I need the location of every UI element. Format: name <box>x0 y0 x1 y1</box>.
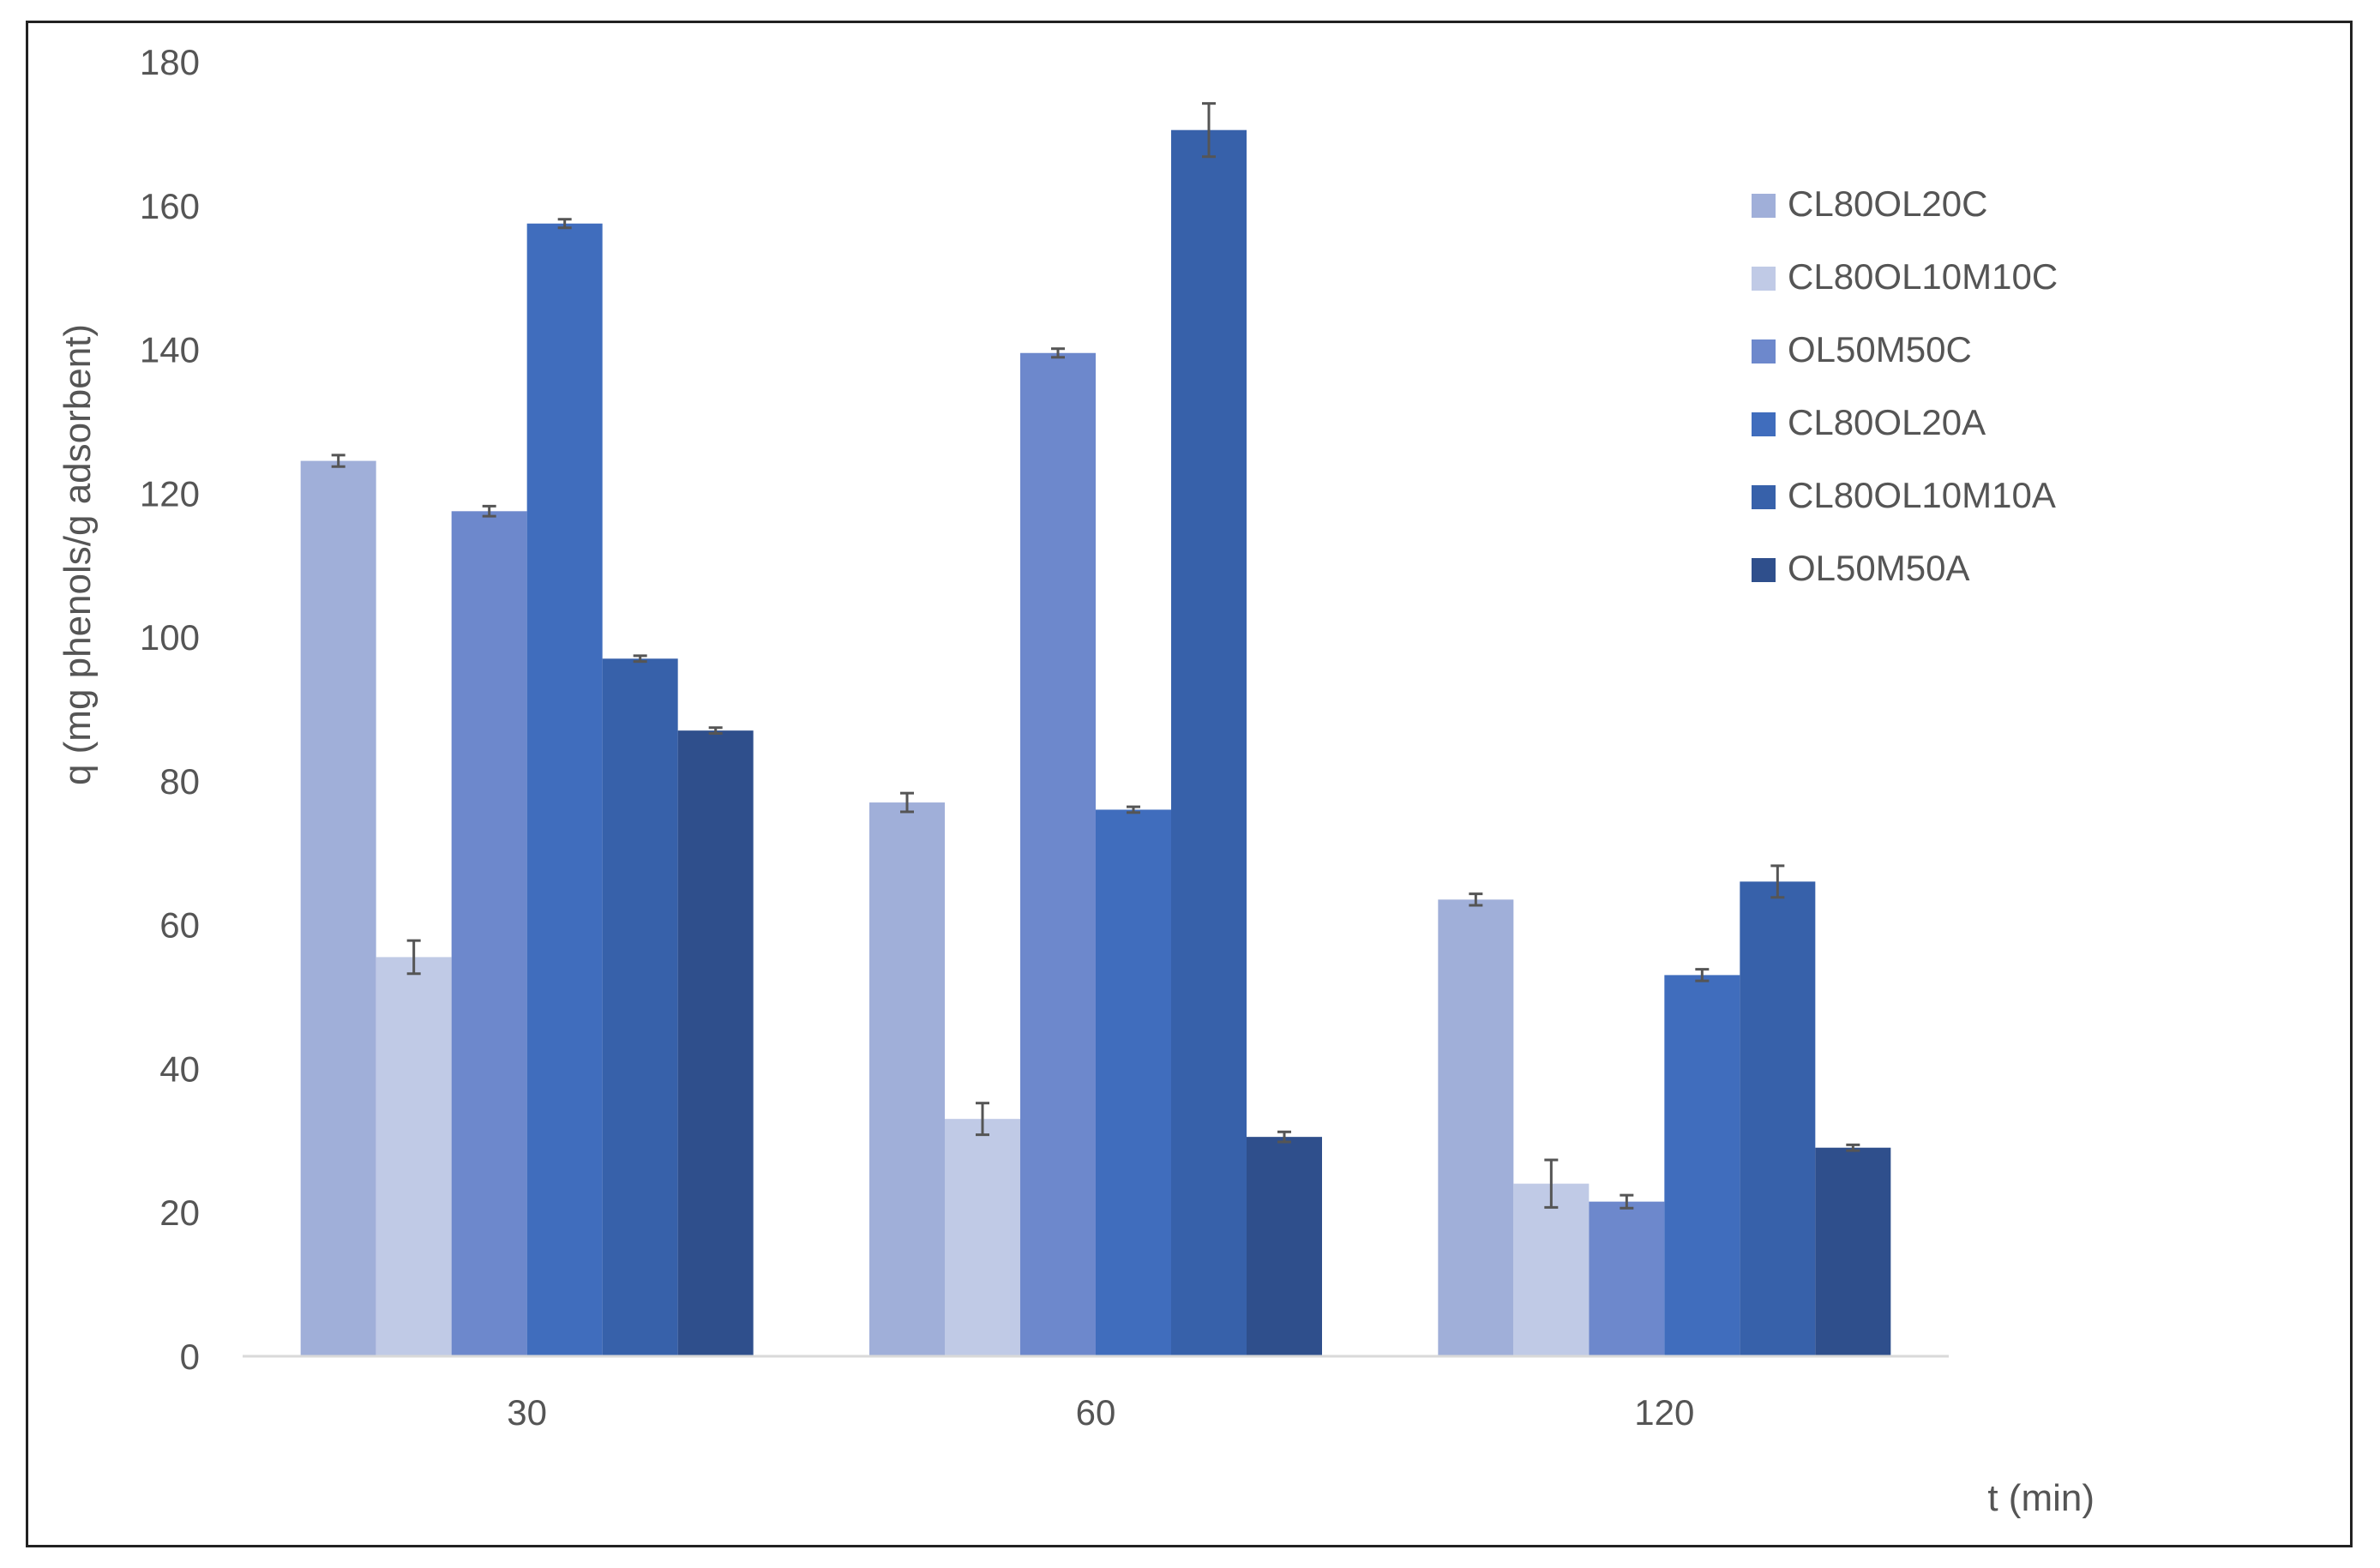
bar <box>1096 809 1171 1356</box>
y-tick-label: 160 <box>140 186 200 226</box>
y-tick-label: 140 <box>140 330 200 370</box>
legend-label: CL80OL20C <box>1788 183 1987 224</box>
bar <box>1664 975 1740 1356</box>
y-tick-label: 80 <box>159 761 200 802</box>
x-tick-label: 120 <box>1634 1392 1694 1433</box>
x-tick-label: 60 <box>1076 1392 1116 1433</box>
legend-swatch <box>1752 558 1776 582</box>
y-tick-label: 60 <box>159 905 200 946</box>
legend-swatch <box>1752 194 1776 218</box>
y-tick-label: 120 <box>140 473 200 514</box>
y-tick-label: 100 <box>140 617 200 658</box>
y-axis-label: q (mg phenols/g adsorbent) <box>57 324 99 785</box>
bar <box>1020 352 1096 1356</box>
bar <box>1247 1137 1322 1356</box>
legend-swatch <box>1752 267 1776 291</box>
bar <box>1171 129 1247 1356</box>
legend-swatch <box>1752 412 1776 436</box>
legend: CL80OL20C CL80OL10M10C OL50M50C CL80OL20A CL… <box>1752 183 2058 588</box>
bar <box>376 957 452 1356</box>
y-tick-label: 20 <box>159 1193 200 1233</box>
x-axis-ticks: 30 60 120 <box>507 1392 1694 1433</box>
bar <box>945 1119 1020 1356</box>
y-tick-label: 0 <box>180 1337 200 1377</box>
bar <box>677 730 754 1356</box>
legend-label: CL80OL20A <box>1788 402 1986 442</box>
bar <box>1438 899 1514 1356</box>
legend-swatch <box>1752 485 1776 509</box>
bar <box>526 223 603 1356</box>
y-axis-ticks: 0 20 40 60 80 100 120 140 160 180 <box>140 42 200 1377</box>
bar <box>1815 1147 1891 1356</box>
legend-label: OL50M50C <box>1788 329 1972 369</box>
bar <box>300 460 376 1356</box>
error-bars <box>331 102 1860 1210</box>
bar <box>451 511 527 1356</box>
bar <box>1513 1183 1590 1356</box>
bars <box>300 129 1891 1356</box>
y-axis-label-group: q (mg phenols/g adsorbent) <box>57 324 99 785</box>
bar <box>602 658 678 1356</box>
bar-chart: q (mg phenols/g adsorbent) t (min) 0 20 40… <box>57 42 2095 1519</box>
legend-swatch <box>1752 339 1776 363</box>
bar <box>1589 1201 1665 1356</box>
legend-label: CL80OL10M10A <box>1788 475 2056 515</box>
x-axis-label: t (min) <box>1987 1477 2095 1519</box>
bar <box>1740 881 1816 1356</box>
x-tick-label: 30 <box>507 1392 547 1433</box>
y-tick-label: 40 <box>159 1048 200 1089</box>
bar <box>869 802 945 1356</box>
chart-frame: q (mg phenols/g adsorbent) t (min) 0 20 40… <box>26 21 2353 1547</box>
y-tick-label: 180 <box>140 42 200 82</box>
legend-label: CL80OL10M10C <box>1788 256 2058 297</box>
legend-label: OL50M50A <box>1788 548 1969 588</box>
